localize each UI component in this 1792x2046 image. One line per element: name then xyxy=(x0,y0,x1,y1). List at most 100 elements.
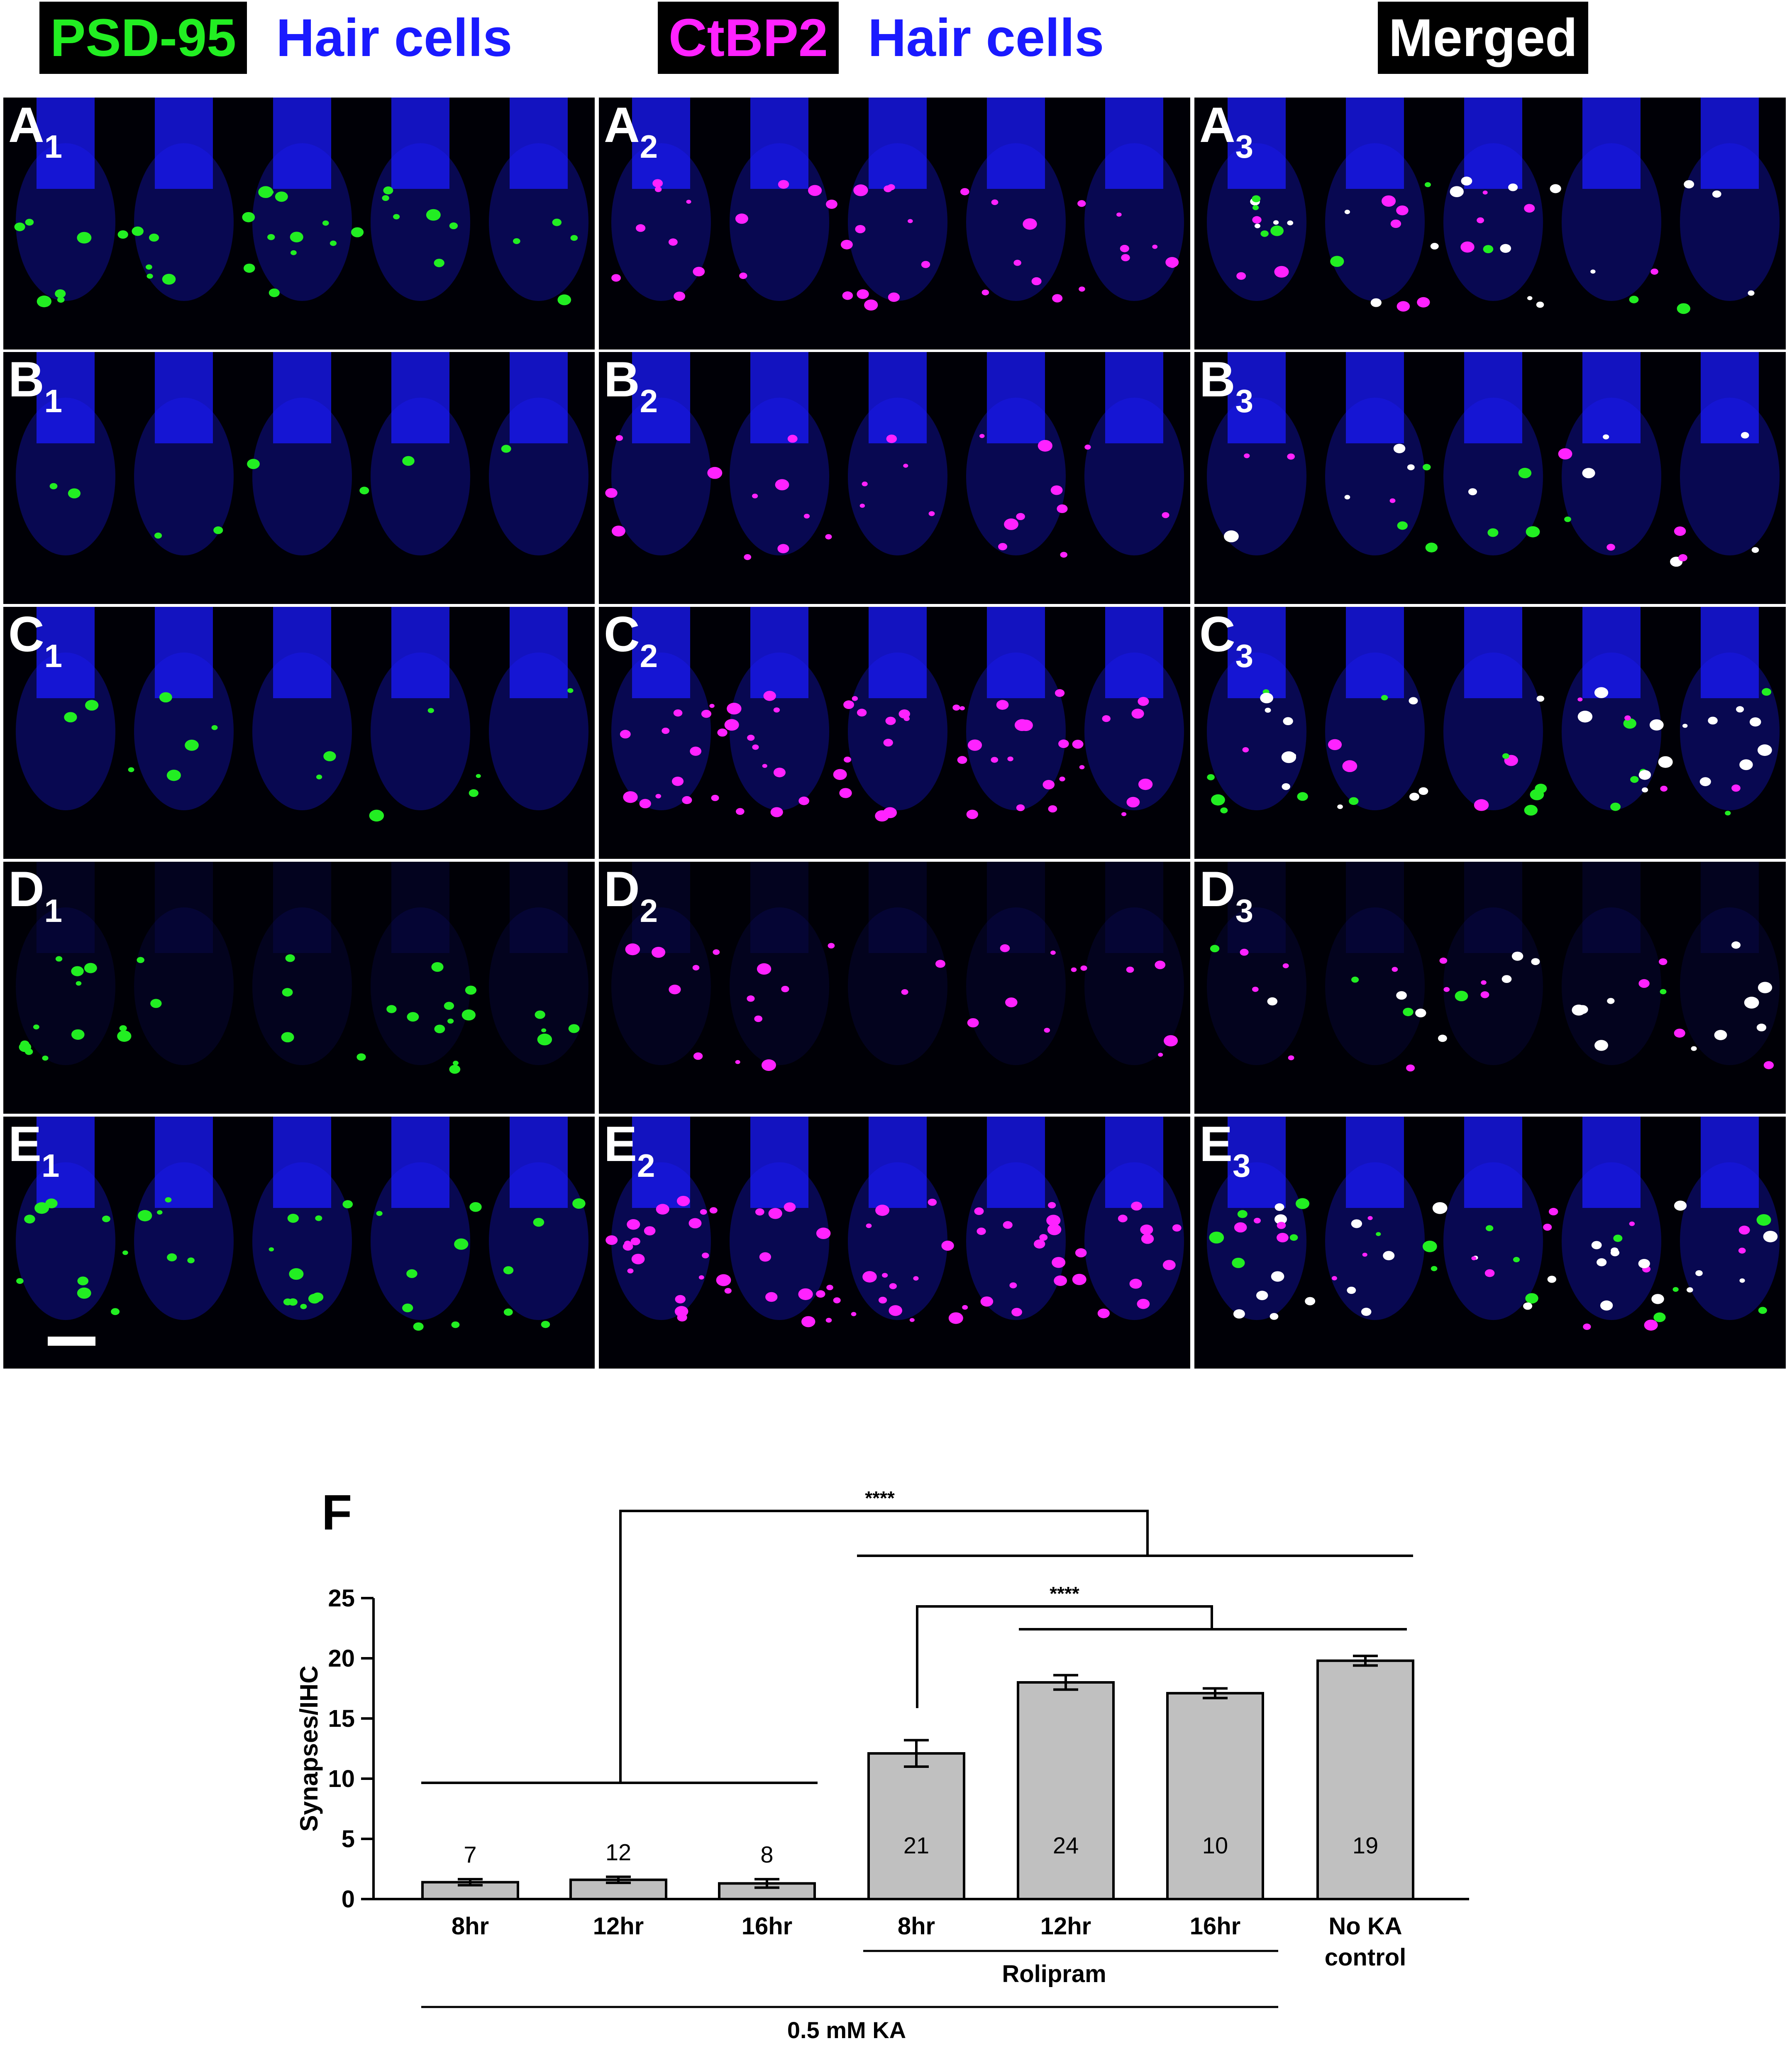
synapse-puncta xyxy=(1597,1258,1607,1266)
hair-cell-apex xyxy=(750,98,808,189)
header-merged: Merged xyxy=(1378,0,1589,76)
synapse-puncta xyxy=(242,212,255,222)
bar xyxy=(1166,1692,1264,1901)
synapse-puncta xyxy=(1383,1251,1395,1261)
hair-cell-body xyxy=(1680,907,1780,1065)
synapse-puncta xyxy=(1233,1309,1245,1319)
hair-cell-apex xyxy=(987,352,1045,443)
hair-cell-apex xyxy=(987,1117,1045,1208)
synapse-puncta xyxy=(816,1290,825,1298)
synapse-puncta xyxy=(1564,516,1571,522)
synapse-puncta xyxy=(1756,1024,1767,1032)
synapse-puncta xyxy=(825,1318,832,1323)
synapse-puncta xyxy=(1484,1269,1495,1277)
hair-cell-apex xyxy=(1464,862,1522,953)
synapse-puncta xyxy=(1011,1308,1022,1317)
synapse-puncta xyxy=(146,274,153,279)
synapse-puncta xyxy=(537,1034,552,1046)
micrograph-image xyxy=(611,607,1184,822)
panel-number: 2 xyxy=(640,383,658,419)
synapse-puncta xyxy=(736,808,745,815)
synapse-puncta xyxy=(761,1059,776,1071)
synapse-puncta xyxy=(928,511,935,516)
synapse-puncta xyxy=(686,200,691,204)
synapse-puncta xyxy=(1736,706,1744,713)
synapse-puncta xyxy=(1603,434,1609,440)
synapse-puncta xyxy=(778,180,789,189)
synapse-puncta xyxy=(1660,785,1667,792)
synapse-puncta xyxy=(864,299,878,311)
synapse-puncta xyxy=(688,1218,702,1229)
synapse-puncta xyxy=(709,704,715,708)
synapse-puncta xyxy=(682,796,692,804)
synapse-puncta xyxy=(980,1296,994,1307)
hair-cell-apex xyxy=(632,607,690,698)
synapse-puncta xyxy=(762,764,767,768)
synapse-puncta xyxy=(1392,967,1398,972)
micrograph-panel-b1: B1 xyxy=(3,352,595,604)
synapse-puncta xyxy=(1260,230,1269,237)
hair-cell-apex xyxy=(273,862,331,953)
synapse-puncta xyxy=(702,1252,709,1259)
synapse-puncta xyxy=(552,218,562,226)
synapse-puncta xyxy=(351,227,364,237)
synapse-puncta xyxy=(162,274,176,285)
hair-cell-apex xyxy=(1228,1117,1286,1208)
panel-label-e3: E3 xyxy=(1199,1119,1250,1182)
hair-cell-body xyxy=(848,907,947,1065)
n-label: 12 xyxy=(605,1839,631,1865)
hair-cell-apex xyxy=(869,1117,927,1208)
hair-cell-apex xyxy=(632,352,690,443)
synapse-puncta xyxy=(996,700,1009,710)
synapse-puncta xyxy=(844,756,852,763)
synapse-puncta xyxy=(630,1237,640,1246)
synapse-puncta xyxy=(1270,1313,1279,1320)
synapse-puncta xyxy=(816,1227,831,1239)
synapse-puncta xyxy=(1031,277,1042,286)
panel-letter: C xyxy=(604,607,640,662)
micrograph-image xyxy=(16,352,588,555)
synapse-puncta xyxy=(1042,780,1055,790)
header-ctbp2: CtBP2 Hair cells xyxy=(658,0,1104,76)
hair-cell-apex xyxy=(1582,98,1641,189)
hair-cell-apex xyxy=(155,352,213,443)
synapse-puncta xyxy=(1731,784,1741,792)
synapse-puncta xyxy=(967,739,982,751)
hair-cell-apex xyxy=(1582,1117,1641,1208)
synapse-puncta xyxy=(447,1018,454,1024)
synapse-puncta xyxy=(1751,547,1759,553)
panel-letter: E xyxy=(8,1117,42,1172)
synapse-puncta xyxy=(833,1297,841,1303)
synapse-puncta xyxy=(1052,1257,1066,1268)
synapse-puncta xyxy=(1525,1293,1538,1304)
hair-cell-apex xyxy=(750,1117,808,1208)
panel-letter: B xyxy=(1199,352,1235,407)
synapse-puncta xyxy=(407,1012,419,1022)
synapse-puncta xyxy=(1450,186,1464,198)
synapse-puncta xyxy=(693,1052,703,1060)
merged-label: Merged xyxy=(1389,8,1578,68)
synapse-puncta xyxy=(1409,697,1418,705)
synapse-puncta xyxy=(1079,286,1085,292)
hair-cell-apex xyxy=(37,607,95,698)
synapse-puncta xyxy=(1137,1298,1150,1309)
synapse-puncta xyxy=(1077,200,1086,207)
synapse-puncta xyxy=(426,209,441,221)
synapse-puncta xyxy=(154,532,162,539)
synapse-puncta xyxy=(654,186,662,192)
synapse-puncta xyxy=(1234,1222,1247,1233)
synapse-puncta xyxy=(1050,950,1056,955)
hair-cells-label-2: Hair cells xyxy=(868,8,1104,68)
synapse-puncta xyxy=(1382,195,1396,207)
ka-label: 0.5 mM KA xyxy=(787,2017,906,2043)
synapse-puncta xyxy=(469,1202,482,1212)
synapse-puncta xyxy=(765,1292,778,1302)
synapse-puncta xyxy=(675,1295,686,1304)
synapse-puncta xyxy=(1739,759,1753,770)
synapse-puncta xyxy=(1283,717,1293,726)
synapse-puncta xyxy=(77,1276,89,1286)
synapse-puncta xyxy=(359,486,369,494)
synapse-puncta xyxy=(962,1305,968,1310)
hair-cells-label-1: Hair cells xyxy=(276,8,513,68)
chart-panel-label: F xyxy=(322,1485,352,1540)
